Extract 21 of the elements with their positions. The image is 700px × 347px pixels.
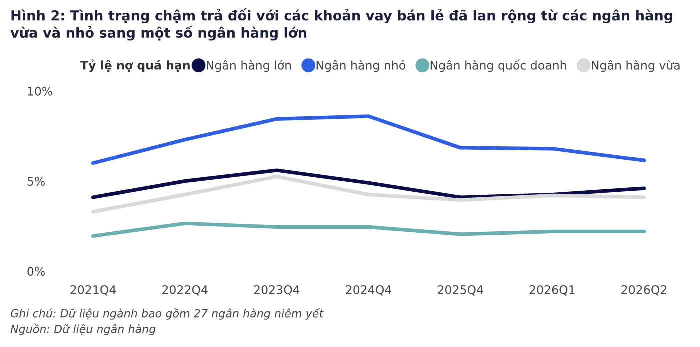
line-series — [92, 114, 646, 166]
x-tick-label: 2023Q4 — [254, 285, 300, 296]
legend-label: Ngân hàng quốc doanh — [430, 60, 566, 72]
line-series — [92, 222, 646, 238]
y-tick-label: 5% — [28, 177, 45, 186]
y-tick-label: 10% — [28, 86, 52, 96]
x-tick-label: 2026Q1 — [530, 285, 575, 296]
legend-label: Ngân hàng vừa — [592, 60, 680, 72]
legend-label: Ngân hàng nhỏ — [316, 60, 406, 72]
x-tick-label: 2022Q4 — [162, 285, 208, 296]
text: Ghi chú: Dữ liệu ngành bao gồm 27 ngân hàng niêm yết — [11, 308, 324, 320]
x-tick-label: 2025Q4 — [438, 285, 484, 296]
chart-title: Hình 2: Tình trạng chậm trả đối với các khoản vay bán lẻ đã lan rộng từ các ngân hàng vừa và nhỏ sang một số ngân hàng lớn — [10, 8, 672, 41]
y-tick-label: 0% — [28, 267, 45, 276]
legend-title: Tỷ lệ nợ quá hạn — [80, 60, 190, 72]
x-tick-label: 2024Q4 — [346, 285, 392, 296]
x-tick-label: 2026Q2 — [622, 285, 667, 296]
legend-label: Ngân hàng lớn — [207, 60, 292, 72]
x-tick-label: 2021Q4 — [70, 285, 116, 296]
line-series — [92, 175, 646, 214]
text: Nguồn: Dữ liệu ngân hàng — [10, 324, 156, 336]
